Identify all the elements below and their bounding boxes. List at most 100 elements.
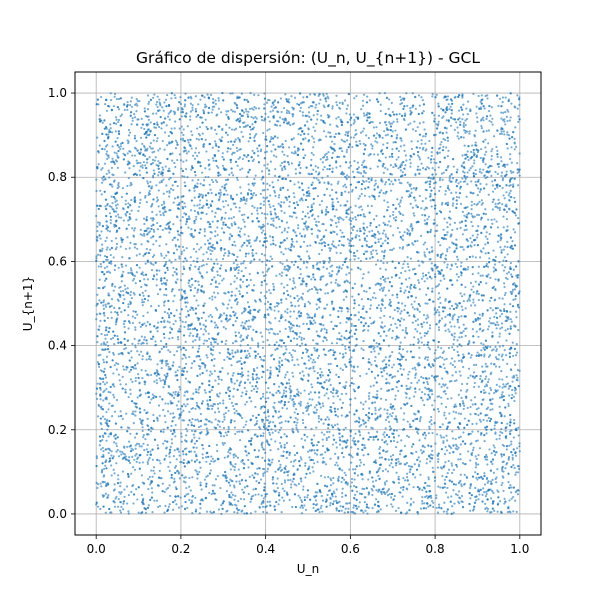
scatter-point (495, 383, 498, 386)
scatter-point (230, 401, 234, 404)
scatter-point (258, 467, 261, 470)
scatter-point (142, 177, 145, 180)
scatter-point (488, 257, 491, 260)
scatter-point (370, 204, 373, 208)
scatter-point (170, 424, 173, 428)
scatter-point (189, 209, 193, 212)
scatter-point (486, 97, 489, 100)
scatter-point (390, 276, 393, 279)
scatter-point (483, 472, 486, 475)
scatter-point (498, 378, 501, 381)
scatter-point (245, 98, 249, 102)
scatter-point (102, 299, 105, 302)
scatter-point (98, 312, 101, 315)
scatter-point (110, 415, 114, 418)
scatter-point (296, 418, 299, 421)
scatter-point (186, 138, 190, 142)
scatter-point (173, 396, 176, 399)
scatter-point (424, 386, 427, 389)
scatter-point (196, 260, 199, 263)
scatter-point (345, 107, 348, 110)
scatter-point (283, 443, 286, 446)
scatter-point (383, 481, 387, 484)
scatter-point (214, 379, 217, 382)
scatter-point (214, 478, 218, 481)
scatter-point (486, 328, 490, 331)
scatter-point (331, 140, 334, 143)
scatter-point (486, 380, 490, 384)
scatter-point (336, 464, 339, 467)
scatter-point (405, 476, 409, 479)
scatter-point (359, 259, 363, 263)
scatter-point (385, 504, 388, 507)
scatter-point (475, 236, 479, 239)
scatter-point (376, 390, 379, 393)
scatter-point (343, 511, 346, 514)
scatter-point (362, 175, 365, 178)
scatter-point (141, 298, 144, 301)
scatter-point (510, 146, 513, 149)
scatter-point (388, 355, 391, 359)
scatter-point (426, 380, 429, 384)
scatter-point (369, 167, 372, 170)
scatter-point (514, 310, 518, 313)
scatter-point (386, 133, 389, 136)
scatter-point (230, 364, 233, 367)
scatter-point (233, 407, 236, 411)
scatter-point (458, 370, 461, 373)
scatter-point (431, 93, 434, 96)
scatter-point (256, 366, 259, 370)
scatter-point (238, 473, 242, 476)
scatter-point (328, 489, 332, 492)
scatter-point (497, 353, 501, 356)
scatter-point (119, 216, 123, 219)
scatter-point (501, 358, 505, 361)
scatter-point (341, 150, 344, 153)
scatter-point (165, 454, 168, 457)
scatter-point (158, 377, 161, 380)
scatter-point (202, 263, 205, 267)
scatter-point (158, 125, 161, 129)
scatter-point (251, 385, 254, 388)
scatter-point (502, 259, 505, 262)
scatter-point (470, 245, 473, 248)
scatter-point (502, 226, 505, 229)
scatter-point (353, 493, 357, 496)
scatter-point (131, 455, 134, 458)
scatter-point (107, 451, 110, 455)
scatter-point (414, 129, 417, 133)
scatter-point (412, 212, 415, 215)
scatter-point (144, 438, 147, 441)
scatter-point (485, 432, 488, 435)
scatter-point (151, 475, 154, 478)
scatter-point (172, 201, 175, 204)
scatter-point (497, 198, 500, 201)
scatter-point (254, 456, 257, 459)
scatter-point (383, 314, 386, 318)
scatter-point (335, 233, 339, 236)
scatter-point (389, 215, 392, 218)
scatter-point (239, 200, 242, 203)
scatter-point (331, 107, 334, 110)
scatter-point (302, 322, 305, 325)
scatter-point (514, 491, 517, 494)
scatter-point (127, 440, 131, 443)
scatter-point (518, 445, 521, 448)
scatter-point (124, 383, 128, 386)
scatter-point (495, 327, 498, 330)
scatter-point (337, 116, 340, 119)
scatter-point (376, 345, 379, 348)
scatter-point (392, 439, 396, 443)
scatter-point (132, 422, 135, 425)
scatter-point (284, 481, 287, 484)
scatter-point (458, 490, 461, 493)
scatter-point (247, 183, 250, 186)
scatter-point (128, 247, 131, 250)
scatter-point (184, 340, 187, 343)
scatter-point (394, 415, 398, 418)
scatter-point (448, 246, 451, 249)
scatter-point (504, 467, 507, 470)
scatter-point (309, 357, 312, 360)
scatter-point (345, 112, 348, 115)
scatter-point (207, 206, 210, 209)
